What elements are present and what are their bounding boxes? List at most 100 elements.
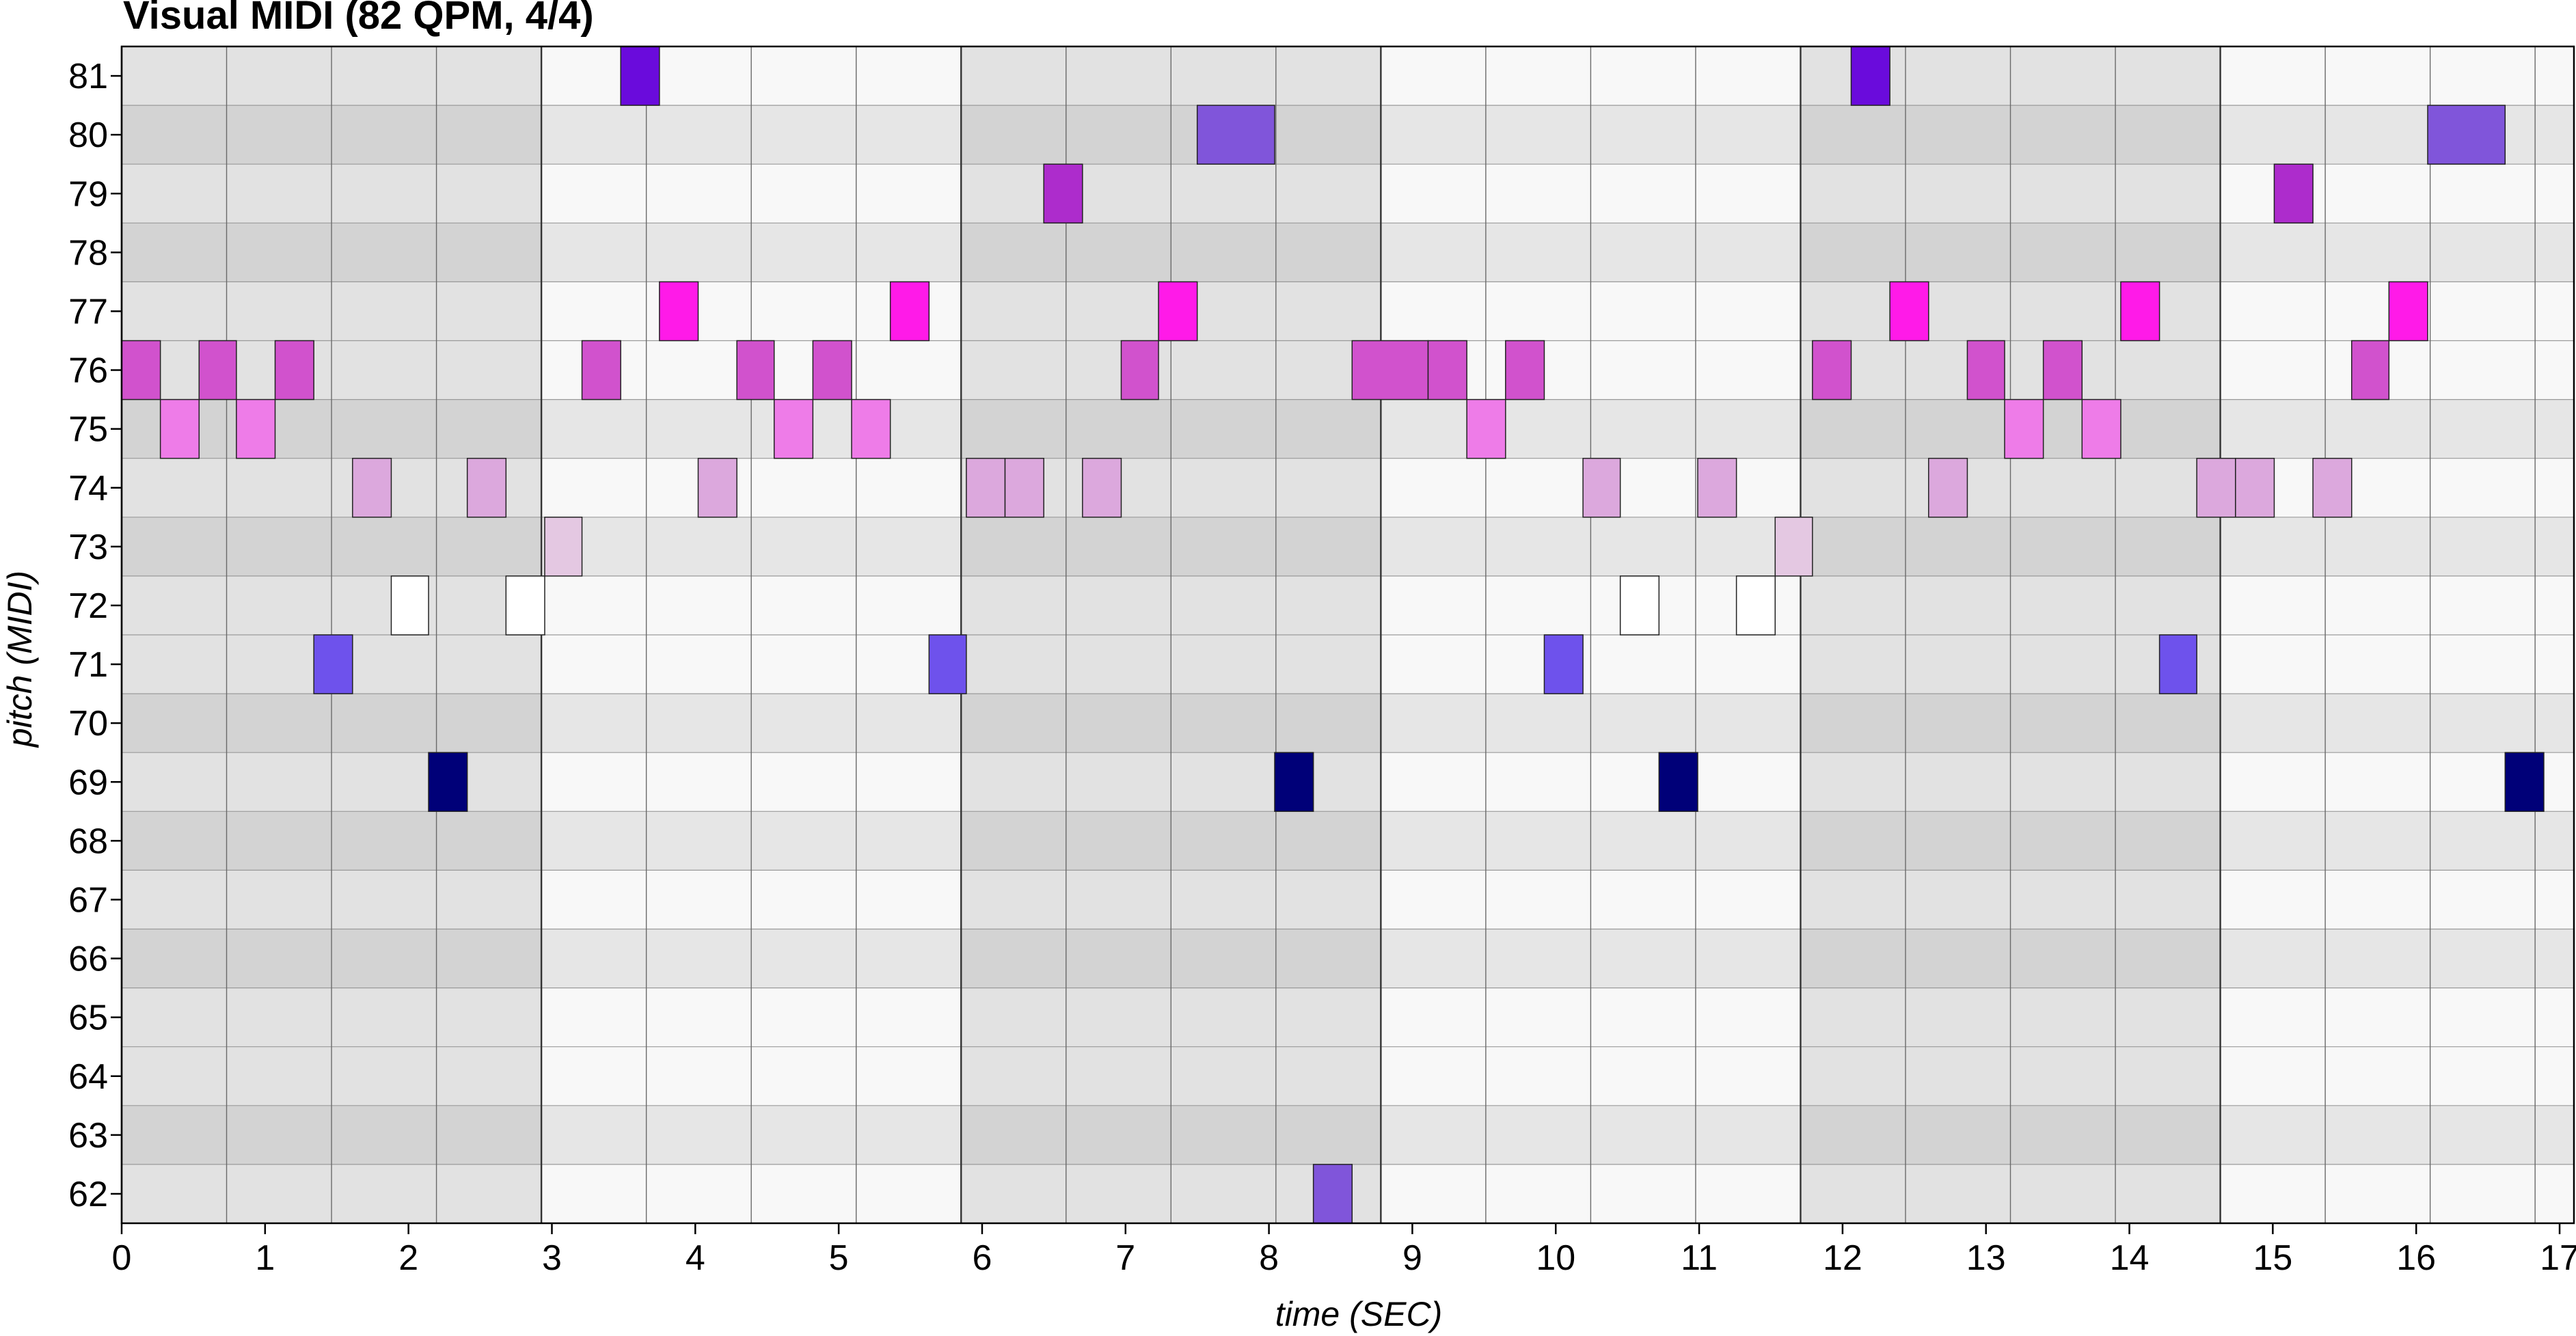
x-tick-label: 5 — [829, 1238, 849, 1278]
x-tick-label: 15 — [2253, 1238, 2292, 1278]
axes — [120, 45, 2575, 1225]
y-tick-label: 78 — [68, 233, 108, 273]
x-tick-label: 12 — [1823, 1238, 1862, 1278]
note — [1543, 634, 1584, 694]
y-axis-label: pitch (MIDI) — [1, 571, 39, 748]
note — [928, 634, 967, 694]
note — [1274, 752, 1314, 813]
note — [1427, 340, 1467, 400]
note — [2081, 398, 2121, 459]
note — [1043, 163, 1083, 224]
y-tick-label: 68 — [68, 821, 108, 861]
y-tick-label: 70 — [68, 704, 108, 744]
y-tick-label: 81 — [68, 57, 108, 96]
note — [159, 398, 200, 459]
x-tick-label: 3 — [542, 1238, 562, 1278]
y-tick-label: 67 — [68, 880, 108, 920]
note — [889, 281, 930, 342]
row-band — [2220, 811, 2574, 871]
note — [1658, 752, 1698, 813]
note — [773, 398, 814, 459]
y-tick-label: 65 — [68, 998, 108, 1038]
x-axis-label: time (SEC) — [1275, 1295, 1442, 1333]
row-band — [2220, 223, 2574, 282]
note — [2042, 340, 2083, 400]
note — [2235, 457, 2275, 518]
notes-layer — [121, 46, 2545, 1224]
note — [1120, 340, 1159, 400]
row-band — [2220, 517, 2574, 576]
y-tick-label: 74 — [68, 469, 108, 508]
note — [1351, 340, 1429, 400]
note — [1735, 575, 1776, 636]
row-band — [2220, 164, 2574, 223]
x-axis-ticks: 0 1 2 3 4 5 6 7 8 9 10 11 12 13 14 15 16 17 — [112, 1223, 2576, 1278]
note — [736, 340, 775, 400]
note — [2004, 398, 2044, 459]
note — [1812, 340, 1852, 400]
row-band — [2220, 340, 2574, 400]
note — [2351, 340, 2390, 400]
row-band — [2220, 1046, 2574, 1106]
x-tick-label: 0 — [112, 1238, 132, 1278]
row-band — [2220, 399, 2574, 459]
note — [2273, 163, 2314, 224]
note — [505, 575, 545, 636]
x-tick-label: 6 — [972, 1238, 992, 1278]
note — [1004, 457, 1044, 518]
x-tick-label: 16 — [2396, 1238, 2436, 1278]
y-tick-label: 76 — [68, 351, 108, 391]
x-tick-label: 11 — [1681, 1238, 1718, 1278]
x-tick-label: 17 — [2540, 1238, 2576, 1278]
note — [198, 340, 237, 400]
note — [1082, 457, 1122, 518]
gridlines — [120, 46, 2574, 1224]
y-tick-label: 73 — [68, 528, 108, 567]
x-tick-label: 7 — [1115, 1238, 1135, 1278]
note — [1312, 1164, 1353, 1224]
note — [544, 517, 583, 577]
note — [812, 340, 852, 400]
x-tick-label: 9 — [1402, 1238, 1422, 1278]
y-tick-label: 71 — [68, 645, 108, 685]
note — [1196, 105, 1275, 165]
note — [1889, 281, 1929, 342]
note — [352, 457, 392, 518]
note — [390, 575, 429, 636]
note — [1966, 340, 2005, 400]
note — [851, 398, 891, 459]
note — [274, 340, 314, 400]
note — [1928, 457, 1968, 518]
y-tick-label: 64 — [68, 1057, 108, 1097]
row-band — [2220, 987, 2574, 1047]
y-axis-ticks: 62 63 64 65 66 67 68 69 70 71 72 73 74 75 76 77 78 79 80 81 — [68, 57, 122, 1214]
note — [620, 46, 660, 106]
y-tick-label: 75 — [68, 410, 108, 450]
row-band — [2220, 1105, 2574, 1164]
note — [1774, 517, 1813, 577]
note — [1466, 398, 1506, 459]
note — [1619, 575, 1660, 636]
note — [1158, 281, 1198, 342]
y-tick-label: 66 — [68, 940, 108, 979]
note — [1505, 340, 1545, 400]
y-tick-label: 80 — [68, 115, 108, 155]
note — [697, 457, 737, 518]
note — [1697, 457, 1737, 518]
note — [966, 457, 1006, 518]
y-tick-label: 72 — [68, 586, 108, 626]
note — [581, 340, 621, 400]
note — [236, 398, 276, 459]
row-band — [2220, 694, 2574, 753]
note — [2427, 105, 2506, 165]
x-tick-label: 14 — [2110, 1238, 2150, 1278]
row-band — [2220, 105, 2574, 165]
x-tick-label: 2 — [398, 1238, 418, 1278]
x-tick-label: 1 — [255, 1238, 275, 1278]
note — [1582, 457, 1621, 518]
x-tick-label: 13 — [1966, 1238, 2006, 1278]
note — [2504, 752, 2545, 813]
note — [121, 340, 161, 400]
y-tick-label: 69 — [68, 763, 108, 802]
